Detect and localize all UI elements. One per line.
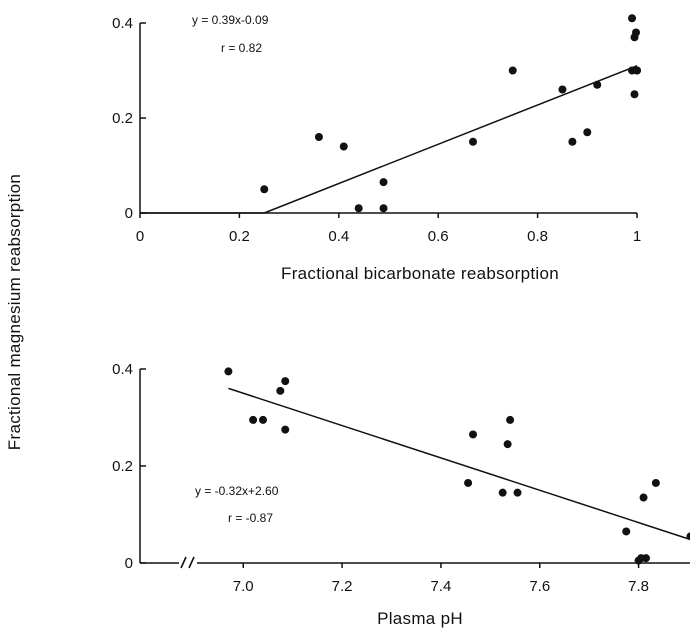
chart-bottom: 0 0.2 0.4 7.0 7.2 7.4 7.6 7.8 Plasma pH y = -0.… — [112, 361, 690, 628]
bottom-data-point — [276, 386, 285, 395]
bottom-x-axis-label: Plasma pH — [377, 609, 463, 628]
bottom-data-point — [259, 415, 268, 424]
top-regression-line — [263, 65, 638, 214]
top-data-point — [379, 178, 388, 187]
chart-top: 0 0.2 0.4 0 0.2 0.4 0.6 0.8 1 Fractional bicarbo… — [112, 13, 641, 283]
top-data-point — [632, 28, 641, 37]
bottom-y-tick-label: 0.2 — [112, 458, 133, 475]
shared-y-axis-label: Fractional magnesium reabsorption — [5, 174, 24, 450]
top-y-tick-label: 0.2 — [112, 110, 133, 127]
bottom-equation: y = -0.32x+2.60 — [195, 484, 279, 498]
bottom-data-point — [464, 478, 473, 487]
bottom-data-point — [651, 478, 660, 487]
top-x-tick-label: 0.4 — [328, 228, 349, 245]
top-data-point — [468, 137, 477, 146]
top-x-tick-label: 1 — [633, 228, 641, 245]
top-r-value: r = 0.82 — [221, 41, 262, 55]
bottom-data-point — [498, 488, 507, 497]
bottom-x-tick-label: 7.8 — [628, 578, 649, 595]
bottom-x-tick-label: 7.0 — [233, 578, 254, 595]
top-data-point — [583, 128, 592, 137]
top-x-tick-label: 0.6 — [428, 228, 449, 245]
top-data-point — [354, 204, 363, 213]
bottom-y-tick-label: 0 — [125, 555, 133, 572]
top-data-point — [379, 204, 388, 213]
bottom-data-point — [622, 527, 631, 536]
bottom-data-point — [686, 532, 690, 541]
bottom-x-tick-label: 7.4 — [430, 578, 451, 595]
top-data-point — [568, 137, 577, 146]
top-y-tick-label: 0.4 — [112, 15, 133, 32]
top-data-point — [558, 85, 567, 94]
bottom-axis-break — [180, 556, 195, 569]
bottom-data-point — [224, 367, 233, 376]
top-y-tick-label: 0 — [125, 205, 133, 222]
top-equation: y = 0.39x-0.09 — [192, 13, 269, 27]
top-x-tick-label: 0 — [136, 228, 144, 245]
top-data-point — [508, 66, 517, 75]
top-data-point — [314, 133, 323, 141]
bottom-regression-line — [228, 387, 689, 540]
bottom-r-value: r = -0.87 — [228, 511, 273, 525]
top-data-point — [260, 185, 269, 194]
top-data-point — [339, 142, 348, 151]
top-data-point — [628, 14, 637, 23]
bottom-data-point — [281, 377, 290, 386]
bottom-data-point — [641, 554, 650, 563]
bottom-x-tick-label: 7.6 — [529, 578, 550, 595]
bottom-x-tick-label: 7.2 — [332, 578, 353, 595]
top-x-tick-label: 0.2 — [229, 228, 250, 245]
top-data-point — [633, 66, 641, 75]
bottom-data-point — [639, 493, 648, 502]
bottom-data-point — [513, 488, 522, 497]
top-x-axis-label: Fractional bicarbonate reabsorption — [281, 264, 559, 283]
top-x-tick-label: 0.8 — [527, 228, 548, 245]
bottom-data-point — [506, 415, 515, 424]
bottom-y-tick-label: 0.4 — [112, 361, 133, 378]
bottom-data-point — [503, 440, 512, 449]
bottom-data-point — [249, 415, 258, 424]
bottom-data-point — [469, 430, 478, 439]
top-data-point — [593, 80, 602, 89]
top-data-point — [630, 90, 639, 99]
bottom-data-point — [281, 425, 290, 434]
